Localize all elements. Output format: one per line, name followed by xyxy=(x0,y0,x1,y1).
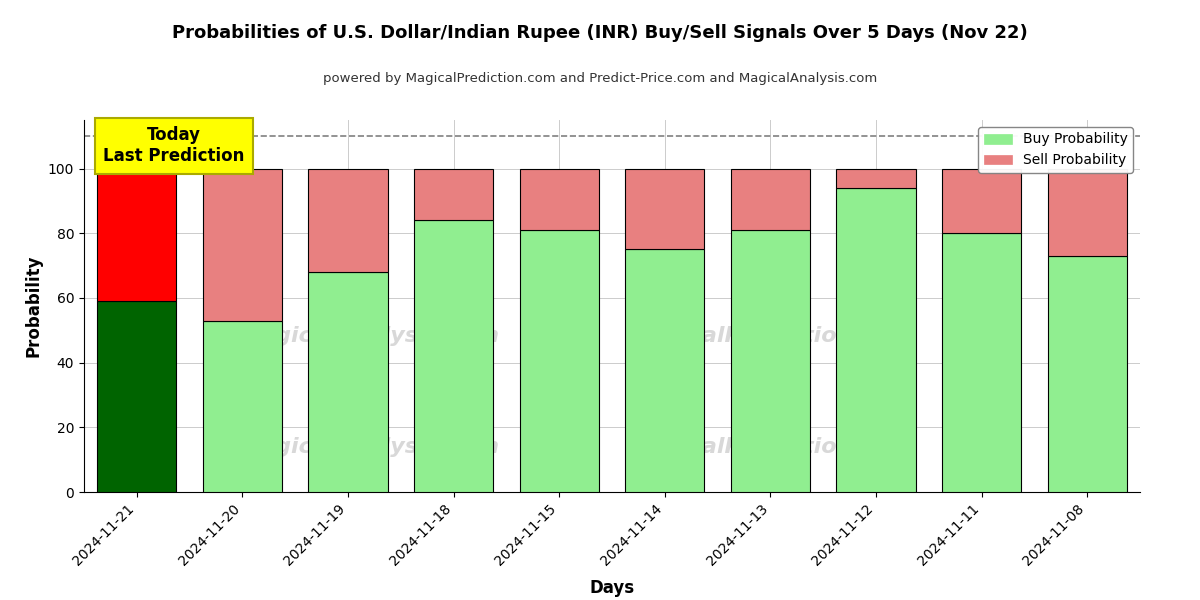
Legend: Buy Probability, Sell Probability: Buy Probability, Sell Probability xyxy=(978,127,1133,173)
Text: MagicalPrediction.com: MagicalPrediction.com xyxy=(628,437,913,457)
Text: Probabilities of U.S. Dollar/Indian Rupee (INR) Buy/Sell Signals Over 5 Days (No: Probabilities of U.S. Dollar/Indian Rupe… xyxy=(172,24,1028,42)
Bar xyxy=(308,272,388,492)
Bar xyxy=(203,169,282,320)
Bar xyxy=(625,169,704,250)
Bar xyxy=(414,220,493,492)
Bar xyxy=(1048,169,1127,256)
Bar xyxy=(520,169,599,230)
Text: MagicalAnalysis.com: MagicalAnalysis.com xyxy=(239,437,499,457)
Bar xyxy=(97,169,176,301)
Bar xyxy=(731,169,810,230)
Text: Today
Last Prediction: Today Last Prediction xyxy=(103,127,245,165)
Text: powered by MagicalPrediction.com and Predict-Price.com and MagicalAnalysis.com: powered by MagicalPrediction.com and Pre… xyxy=(323,72,877,85)
Bar xyxy=(731,230,810,492)
Bar xyxy=(1048,256,1127,492)
Bar xyxy=(836,188,916,492)
X-axis label: Days: Days xyxy=(589,580,635,598)
Bar xyxy=(625,250,704,492)
Bar xyxy=(942,169,1021,233)
Bar xyxy=(942,233,1021,492)
Bar xyxy=(836,169,916,188)
Text: MagicalAnalysis.com: MagicalAnalysis.com xyxy=(239,326,499,346)
Bar xyxy=(414,169,493,220)
Bar xyxy=(308,169,388,272)
Bar xyxy=(520,230,599,492)
Text: MagicalPrediction.com: MagicalPrediction.com xyxy=(628,326,913,346)
Bar xyxy=(97,301,176,492)
Y-axis label: Probability: Probability xyxy=(24,255,42,357)
Bar xyxy=(203,320,282,492)
